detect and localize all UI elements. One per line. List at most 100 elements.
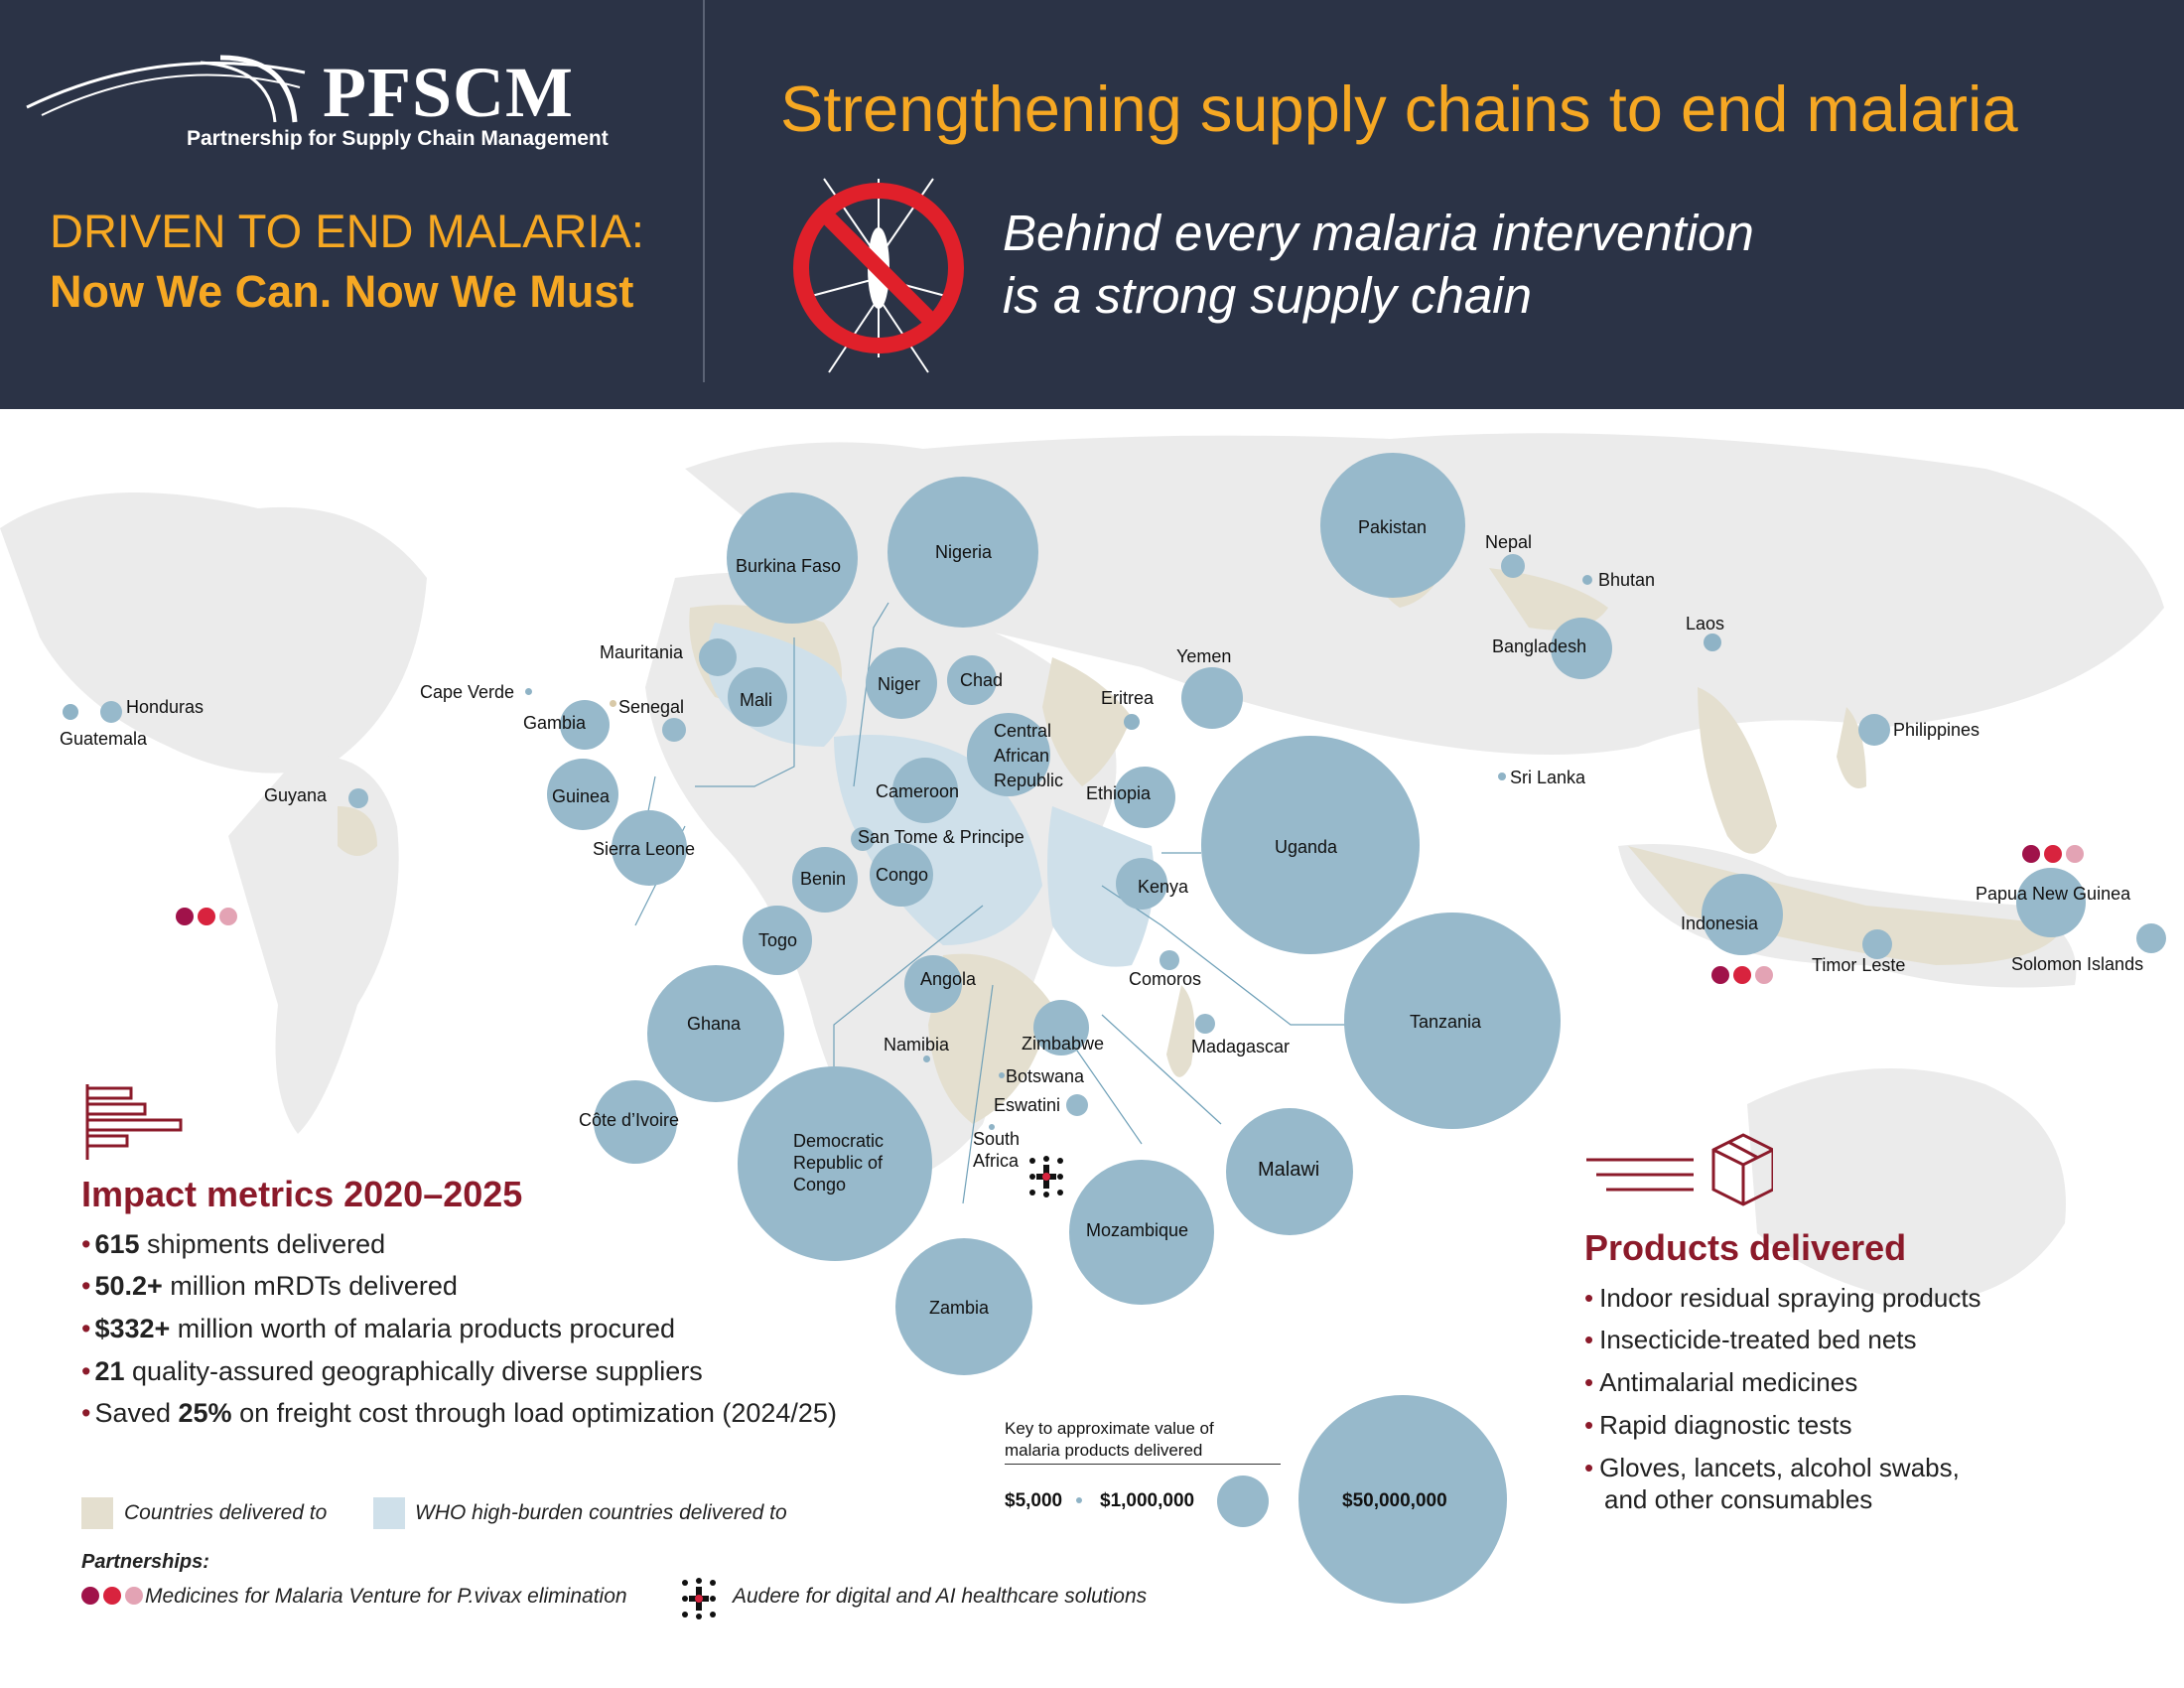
laos-delivered-shape bbox=[1698, 687, 1777, 854]
bubble-yemen bbox=[1181, 667, 1243, 729]
box-delivery-icon bbox=[1586, 1133, 1773, 1206]
mmv-marker-papua-new-guinea bbox=[2022, 845, 2084, 863]
label-san-tome-principe: San Tome & Principe bbox=[858, 827, 1024, 847]
label-ghana: Ghana bbox=[687, 1014, 742, 1034]
dot-south-africa bbox=[989, 1124, 995, 1130]
horn-of-africa-delivered-shape bbox=[1042, 657, 1132, 786]
dot-botswana bbox=[999, 1072, 1005, 1078]
label-central-african-republic: Central African Republic bbox=[994, 721, 1064, 790]
bubble-cote-divoire bbox=[594, 1080, 677, 1164]
products-delivered-title: Products delivered bbox=[1584, 1227, 1907, 1268]
label-togo: Togo bbox=[758, 930, 798, 950]
bubble-malawi bbox=[1226, 1108, 1353, 1235]
dot-laos bbox=[1704, 633, 1721, 651]
bubble-central-african-republic bbox=[967, 713, 1050, 796]
size-key-title: Key to approximate value of malaria produ… bbox=[1005, 1419, 1214, 1460]
label-guinea: Guinea bbox=[552, 786, 611, 806]
label-indonesia: Indonesia bbox=[1681, 914, 1759, 933]
product-bed-nets: • Insecticide-treated bed nets bbox=[1584, 1325, 1917, 1354]
bubble-uganda bbox=[1201, 736, 1420, 954]
label-nigeria: Nigeria bbox=[935, 542, 993, 562]
bubble-niger bbox=[866, 647, 937, 719]
label-malawi: Malawi bbox=[1258, 1159, 1320, 1181]
product-irs: • Indoor residual spraying products bbox=[1584, 1283, 1981, 1313]
bubble-senegal-small bbox=[662, 718, 686, 742]
key-bubble-1m bbox=[1217, 1476, 1269, 1527]
metric-mrdts: • 50.2+ million mRDTs delivered bbox=[81, 1271, 458, 1301]
mmv-marker-indonesia bbox=[1711, 966, 1773, 984]
metric-procured: • $332+ million worth of malaria products… bbox=[81, 1314, 676, 1343]
label-mauritania: Mauritania bbox=[600, 642, 684, 662]
label-solomon-islands: Solomon Islands bbox=[2011, 954, 2144, 974]
key-value-50m: $50,000,000 bbox=[1342, 1490, 1447, 1511]
label-bangladesh: Bangladesh bbox=[1492, 636, 1587, 656]
size-key-rule bbox=[1005, 1464, 1281, 1465]
mmv-marker-south-america bbox=[176, 908, 237, 925]
nigeria-connector bbox=[853, 602, 889, 787]
guyana-delivered-shape bbox=[338, 806, 377, 856]
label-angola: Angola bbox=[920, 969, 977, 989]
label-philippines: Philippines bbox=[1893, 720, 1980, 740]
driven-headline: DRIVEN TO END MALARIA: bbox=[50, 205, 644, 257]
logo-wordmark: PFSCM bbox=[323, 53, 574, 132]
bubble-solomon-islands bbox=[2136, 923, 2166, 953]
label-botswana: Botswana bbox=[1006, 1066, 1085, 1086]
bubble-nigeria bbox=[887, 477, 1038, 628]
bubble-timor-leste bbox=[1862, 929, 1892, 959]
bubble-pakistan bbox=[1320, 453, 1465, 598]
label-uganda: Uganda bbox=[1275, 837, 1338, 857]
bubble-cameroon bbox=[892, 758, 958, 823]
label-cote-divoire: Côte d’Ivoire bbox=[579, 1110, 680, 1130]
tagline-line1: Behind every malaria intervention bbox=[1003, 205, 1754, 261]
label-eswatini: Eswatini bbox=[994, 1095, 1061, 1115]
key-value-5000: $5,000 bbox=[1005, 1490, 1063, 1511]
bubble-chad bbox=[947, 655, 997, 705]
label-democratic-republic-of-congo: Democratic Republic of Congo bbox=[793, 1131, 885, 1195]
label-mozambique: Mozambique bbox=[1086, 1220, 1189, 1240]
madagascar-delivered-shape bbox=[1166, 985, 1195, 1077]
bubble-san-tome-principe bbox=[851, 827, 875, 851]
key-value-1m: $1,000,000 bbox=[1100, 1490, 1195, 1511]
bubble-guyana bbox=[348, 788, 368, 808]
label-guyana: Guyana bbox=[264, 785, 328, 805]
product-consumables: • Gloves, lancets, alcohol swabs, bbox=[1584, 1453, 1960, 1482]
east-africa-high-burden-shape bbox=[1047, 806, 1155, 967]
bubble-zimbabwe bbox=[1033, 1000, 1089, 1055]
product-antimalarials: • Antimalarial medicines bbox=[1584, 1367, 1858, 1397]
bubble-democratic-republic-of-congo bbox=[738, 1066, 932, 1261]
bubble-gambia bbox=[560, 700, 610, 750]
metric-freight-savings: • Saved 25% on freight cost through load … bbox=[81, 1398, 837, 1428]
bubble-philippines bbox=[1858, 714, 1890, 746]
label-south-africa: South Africa bbox=[973, 1129, 1021, 1171]
driven-subheadline: Now We Can. Now We Must bbox=[50, 266, 634, 317]
label-zambia: Zambia bbox=[929, 1298, 990, 1318]
bubble-papua-new-guinea bbox=[2016, 868, 2086, 937]
bubble-guinea bbox=[547, 759, 618, 830]
philippines-delivered-shape bbox=[1837, 707, 1866, 788]
product-rdts: • Rapid diagnostic tests bbox=[1584, 1410, 1852, 1440]
label-madagascar: Madagascar bbox=[1191, 1037, 1291, 1056]
bubble-tanzania bbox=[1344, 913, 1561, 1129]
bubble-burkina-faso bbox=[727, 492, 858, 624]
bubble-mauritania bbox=[699, 638, 737, 676]
bubble-congo bbox=[870, 843, 933, 907]
mmv-legend-dots bbox=[81, 1587, 143, 1605]
nepal-bangladesh-delivered-shape bbox=[1489, 568, 1608, 631]
label-yemen: Yemen bbox=[1176, 646, 1232, 666]
bubble-comoros bbox=[1160, 950, 1179, 970]
audere-legend-icon bbox=[682, 1578, 716, 1619]
label-chad: Chad bbox=[960, 670, 1004, 690]
label-nepal: Nepal bbox=[1485, 532, 1533, 552]
bubble-zambia bbox=[895, 1238, 1032, 1375]
bubble-honduras bbox=[100, 701, 122, 723]
header-banner: PFSCM Partnership for Supply Chain Manag… bbox=[0, 0, 2184, 409]
dot-sri-lanka bbox=[1498, 773, 1506, 780]
tagline-line2: is a strong supply chain bbox=[1003, 267, 1532, 324]
label-timor-leste: Timor Leste bbox=[1812, 955, 1906, 975]
dot-guatemala bbox=[63, 704, 78, 720]
no-mosquito-icon bbox=[793, 178, 964, 373]
label-kenya: Kenya bbox=[1138, 877, 1189, 897]
label-honduras: Honduras bbox=[126, 697, 205, 717]
legend-swatch-delivered bbox=[81, 1497, 113, 1529]
